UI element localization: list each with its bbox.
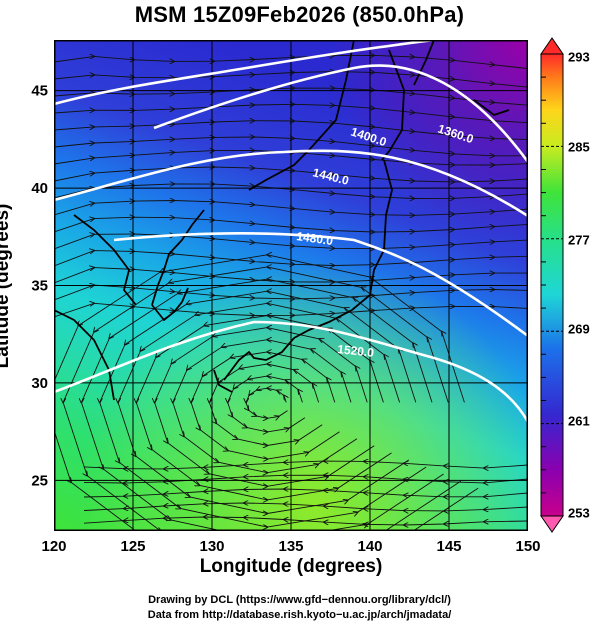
height-contours (54, 40, 528, 423)
credit-data: Data from http://database.rish.kyoto−u.a… (147, 609, 452, 621)
wind-streamlines (54, 55, 528, 531)
colorbar-label: 253 (568, 505, 590, 521)
x-tick-label: 150 (515, 538, 540, 555)
y-axis-title: Latitude (degrees) (0, 203, 13, 369)
y-tick-label: 30 (31, 375, 48, 392)
streamline (83, 503, 528, 511)
x-tick-label: 130 (199, 538, 224, 555)
colorbar-label: 261 (568, 413, 590, 429)
streamline (54, 255, 479, 531)
streamline (54, 104, 528, 123)
map-title: MSM 15Z09Feb2026 (850.0hPa) (134, 2, 465, 27)
streamline (54, 55, 528, 70)
colorbar-label: 277 (568, 232, 590, 248)
streamline (83, 475, 528, 483)
lat-lon-grid (54, 40, 528, 531)
streamline (54, 88, 528, 106)
map-svg: 1360.0 1400.0 1440.0 1480.0 1520.0 (54, 40, 528, 531)
weather-map: 1360.0 1400.0 1440.0 1480.0 1520.0 (54, 40, 528, 531)
y-tick-label: 45 (31, 83, 48, 100)
streamline (54, 201, 528, 216)
x-axis-ticks: 120 125 130 135 140 145 150 (41, 538, 540, 555)
y-tick-label: 25 (31, 472, 48, 489)
colorbar (540, 37, 564, 533)
x-tick-label: 135 (278, 538, 303, 555)
colorbar-max-arrow (540, 37, 564, 55)
x-tick-label: 120 (41, 538, 66, 555)
colorbar-label: 293 (568, 49, 590, 65)
streamline (83, 489, 528, 497)
y-axis-ticks: 25 30 35 40 45 (31, 83, 48, 490)
x-tick-label: 140 (357, 538, 382, 555)
y-tick-label: 40 (31, 180, 48, 197)
streamline (83, 517, 528, 525)
credit-drawing: Drawing by DCL (https://www.gfd−dennou.o… (148, 594, 451, 606)
colorbar-min-arrow (540, 515, 564, 533)
contour-label: 1480.0 (296, 229, 335, 248)
streamline (54, 234, 528, 249)
contour-label: 1520.0 (337, 342, 375, 360)
streamline (54, 72, 528, 88)
streamline (54, 217, 528, 232)
streamline (83, 461, 528, 469)
x-tick-label: 125 (120, 538, 145, 555)
x-tick-label: 145 (436, 538, 461, 555)
x-axis-title: Longitude (degrees) (199, 556, 383, 577)
map-frame (54, 40, 528, 531)
y-tick-label: 35 (31, 278, 48, 295)
colorbar-label: 269 (568, 321, 590, 337)
colorbar-label: 285 (568, 139, 590, 155)
